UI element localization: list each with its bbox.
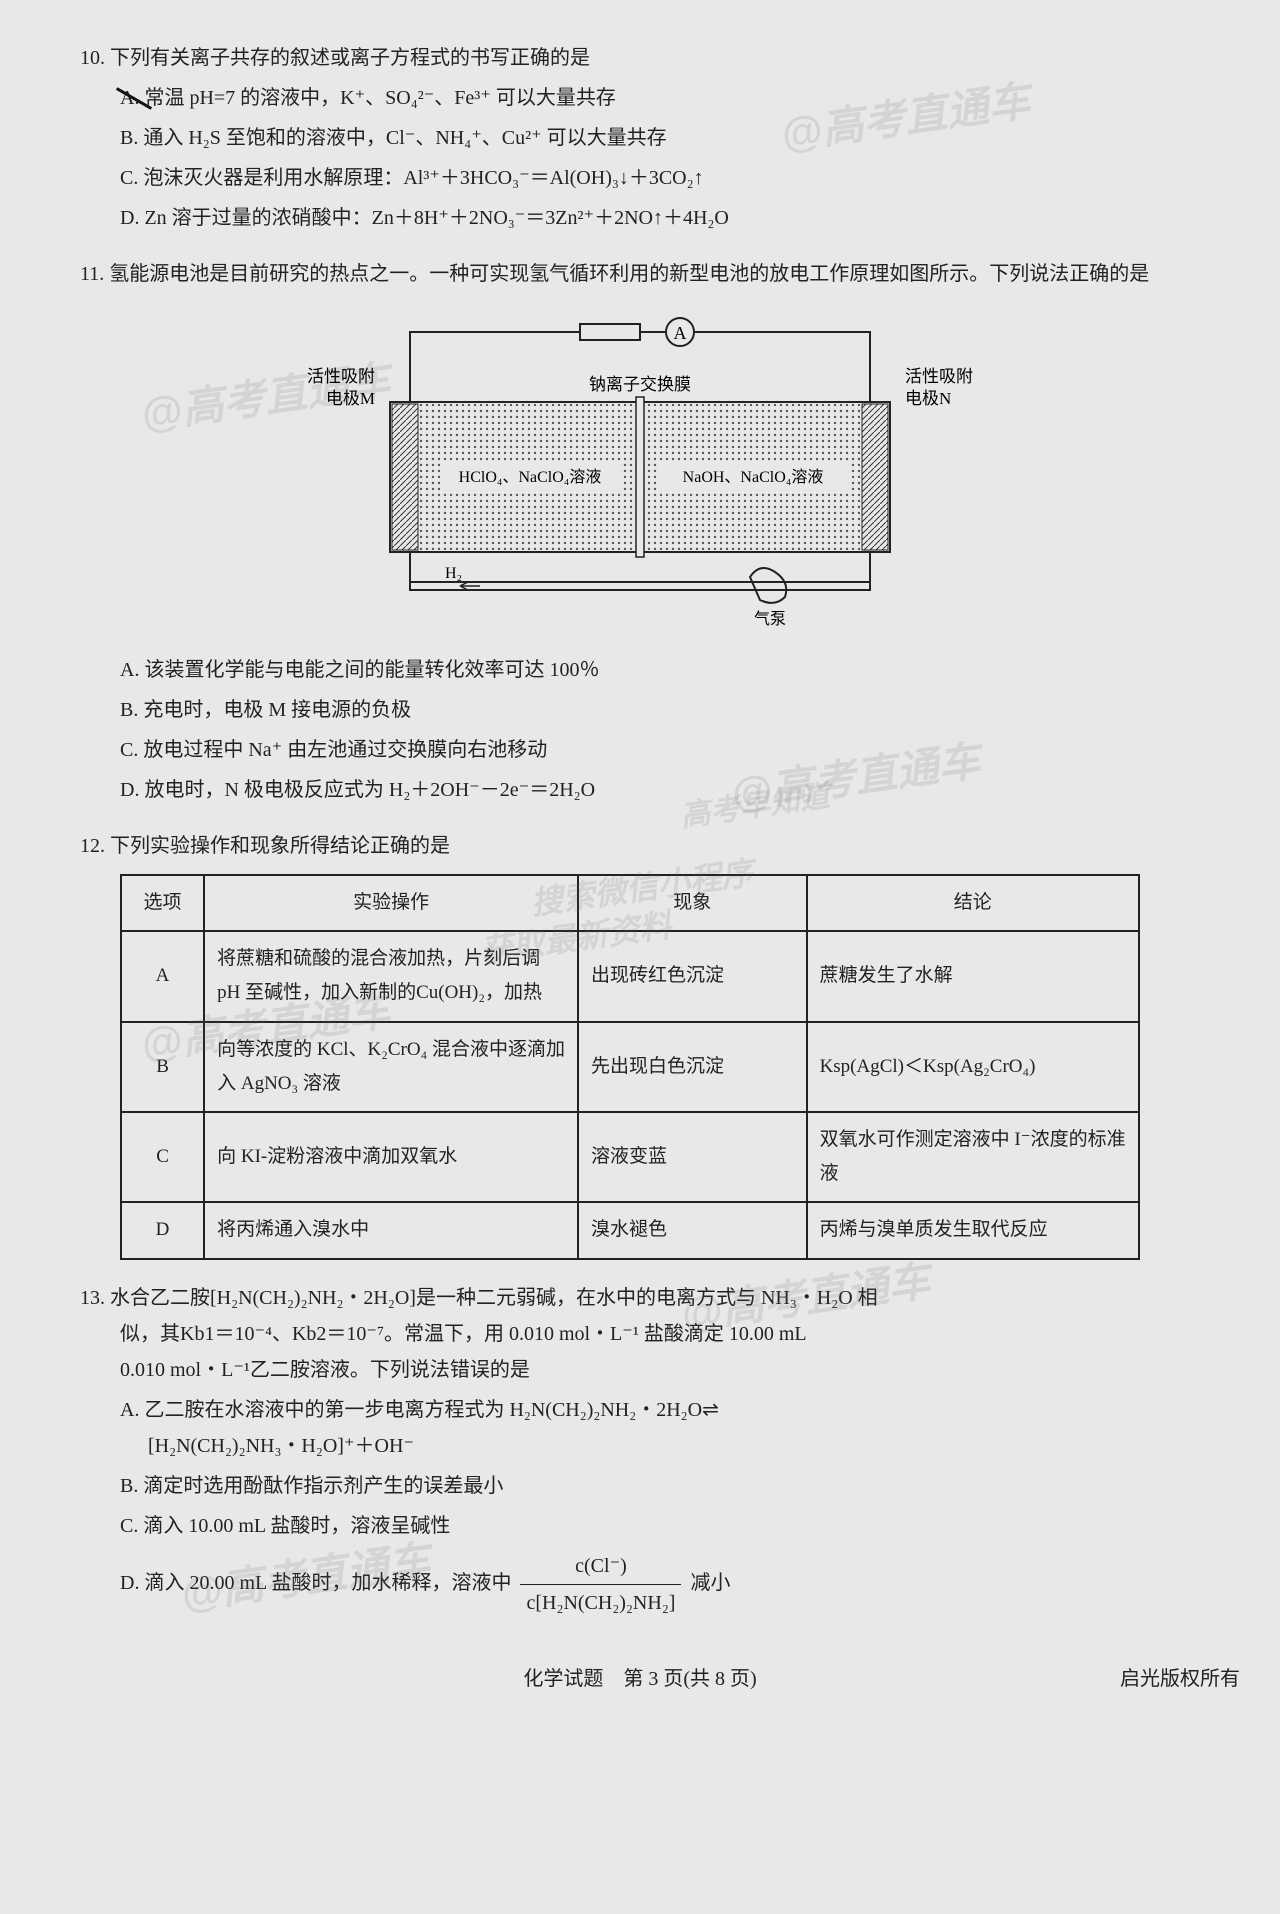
q13-option-A-line2: [H₂N(CH₂)₂NH₃・H₂O]⁺＋OH⁻ bbox=[148, 1428, 1200, 1464]
table-row: A 将蔗糖和硫酸的混合液加热，片刻后调 pH 至碱性，加入新制的Cu(OH)₂，… bbox=[121, 931, 1139, 1021]
q13-option-C: 滴入 10.00 mL 盐酸时，溶液呈碱性 bbox=[143, 1515, 450, 1537]
q12-row-B-opt: B bbox=[121, 1022, 204, 1112]
q12-row-C-op: 向 KI-淀粉溶液中滴加双氧水 bbox=[204, 1112, 578, 1202]
electrode-N-label-bot: 电极N bbox=[905, 389, 951, 408]
q13-option-B: 滴定时选用酚酞作指示剂产生的误差最小 bbox=[143, 1475, 503, 1497]
q11-text: 氢能源电池是目前研究的热点之一。一种可实现氢气循环利用的新型电池的放电工作原理如… bbox=[109, 263, 1149, 285]
question-10: 10. 下列有关离子共存的叙述或离子方程式的书写正确的是 A. 常温 pH=7 … bbox=[80, 40, 1200, 236]
question-12: 12. 下列实验操作和现象所得结论正确的是 选项 实验操作 现象 结论 A 将蔗… bbox=[80, 828, 1200, 1260]
q12-row-D-opt: D bbox=[121, 1202, 204, 1258]
q12-row-B-concl: Ksp(AgCl)＜Ksp(Ag₂CrO₄) bbox=[807, 1022, 1139, 1112]
table-row: C 向 KI-淀粉溶液中滴加双氧水 溶液变蓝 双氧水可作测定溶液中 I⁻浓度的标… bbox=[121, 1112, 1139, 1202]
q11-diagram: A 活性吸附 电极M 活性吸附 电极N 钠离子交换膜 bbox=[280, 312, 1000, 632]
electrode-M-label-bot: 电极M bbox=[326, 389, 375, 408]
q12-text: 下列实验操作和现象所得结论正确的是 bbox=[110, 835, 450, 857]
q11-option-A: 该装置化学能与电能之间的能量转化效率可达 100％ bbox=[144, 659, 599, 681]
q11-option-D: 放电时，N 极电极反应式为 H₂＋2OH⁻－2e⁻＝2H₂O bbox=[144, 779, 595, 801]
q13-text-line1: 水合乙二胺[H₂N(CH₂)₂NH₂・2H₂O]是一种二元弱碱，在水中的电离方式… bbox=[110, 1287, 878, 1309]
q11-option-B-label: B. bbox=[120, 699, 143, 721]
q10-text: 下列有关离子共存的叙述或离子方程式的书写正确的是 bbox=[110, 47, 590, 69]
q13-option-C-label: C. bbox=[120, 1515, 143, 1537]
page-footer: 化学试题 第 3 页(共 8 页) 启光版权所有 bbox=[80, 1661, 1200, 1697]
q12-row-A-op: 将蔗糖和硫酸的混合液加热，片刻后调 pH 至碱性，加入新制的Cu(OH)₂，加热 bbox=[204, 931, 578, 1021]
q12-header-3: 结论 bbox=[807, 875, 1139, 931]
q12-row-D-phen: 溴水褪色 bbox=[578, 1202, 807, 1258]
q13-fraction: c(Cl⁻) c[H₂N(CH₂)₂NH₂] bbox=[520, 1548, 681, 1621]
q12-row-A-concl: 蔗糖发生了水解 bbox=[807, 931, 1139, 1021]
q13-text-line3: 0.010 mol・L⁻¹乙二胺溶液。下列说法错误的是 bbox=[120, 1352, 1200, 1388]
q12-number: 12. bbox=[80, 835, 105, 857]
q10-option-C-label: C. bbox=[120, 167, 143, 189]
q12-row-A-phen: 出现砖红色沉淀 bbox=[578, 931, 807, 1021]
q13-text-line2: 似，其Kb1＝10⁻⁴、Kb2＝10⁻⁷。常温下，用 0.010 mol・L⁻¹… bbox=[120, 1316, 1200, 1352]
q12-table: 选项 实验操作 现象 结论 A 将蔗糖和硫酸的混合液加热，片刻后调 pH 至碱性… bbox=[120, 874, 1140, 1260]
q12-row-C-opt: C bbox=[121, 1112, 204, 1202]
q13-number: 13. bbox=[80, 1287, 105, 1309]
q13-option-D-label: D. bbox=[120, 1572, 144, 1594]
q12-row-A-opt: A bbox=[121, 931, 204, 1021]
footer-center: 化学试题 第 3 页(共 8 页) bbox=[523, 1668, 756, 1690]
q12-row-C-phen: 溶液变蓝 bbox=[578, 1112, 807, 1202]
q12-row-C-concl: 双氧水可作测定溶液中 I⁻浓度的标准液 bbox=[807, 1112, 1139, 1202]
q12-row-B-op: 向等浓度的 KCl、K₂CrO₄ 混合液中逐滴加入 AgNO₃ 溶液 bbox=[204, 1022, 578, 1112]
q10-number: 10. bbox=[80, 47, 105, 69]
q13-option-A-line1: 乙二胺在水溶液中的第一步电离方程式为 H₂N(CH₂)₂NH₂・2H₂O⇌ bbox=[144, 1399, 718, 1421]
q11-option-C: 放电过程中 Na⁺ 由左池通过交换膜向右池移动 bbox=[143, 739, 547, 761]
membrane-label: 钠离子交换膜 bbox=[589, 375, 691, 394]
q12-header-1: 实验操作 bbox=[204, 875, 578, 931]
q12-header-2: 现象 bbox=[578, 875, 807, 931]
q10-option-D-label: D. bbox=[120, 207, 144, 229]
q12-row-D-concl: 丙烯与溴单质发生取代反应 bbox=[807, 1202, 1139, 1258]
q11-option-B: 充电时，电极 M 接电源的负极 bbox=[143, 699, 411, 721]
table-row: D 将丙烯通入溴水中 溴水褪色 丙烯与溴单质发生取代反应 bbox=[121, 1202, 1139, 1258]
right-solution-label: NaOH、NaClO₄溶液 bbox=[683, 468, 824, 486]
ammeter-label: A bbox=[674, 323, 687, 343]
q13-option-B-label: B. bbox=[120, 1475, 143, 1497]
q13-option-D-prefix: 滴入 20.00 mL 盐酸时，加水稀释，溶液中 bbox=[144, 1572, 511, 1594]
q12-row-B-phen: 先出现白色沉淀 bbox=[578, 1022, 807, 1112]
left-solution-label: HClO₄、NaClO₄溶液 bbox=[459, 468, 602, 486]
h2-label: H₂ bbox=[445, 565, 462, 582]
q12-header-0: 选项 bbox=[121, 875, 204, 931]
q11-option-C-label: C. bbox=[120, 739, 143, 761]
q10-option-D: Zn 溶于过量的浓硝酸中：Zn＋8H⁺＋2NO₃⁻＝3Zn²⁺＋2NO↑＋4H₂… bbox=[144, 207, 728, 229]
question-13: 13. 水合乙二胺[H₂N(CH₂)₂NH₂・2H₂O]是一种二元弱碱，在水中的… bbox=[80, 1280, 1200, 1621]
q13-option-A-label: A. bbox=[120, 1399, 144, 1421]
q11-option-D-label: D. bbox=[120, 779, 144, 801]
q12-row-D-op: 将丙烯通入溴水中 bbox=[204, 1202, 578, 1258]
electrode-M-label-top: 活性吸附 bbox=[307, 367, 375, 386]
q10-option-B: 通入 H₂S 至饱和的溶液中，Cl⁻、NH₄⁺、Cu²⁺ 可以大量共存 bbox=[143, 127, 666, 149]
q13-option-D-suffix: 减小 bbox=[690, 1572, 730, 1594]
q13-frac-den: c[H₂N(CH₂)₂NH₂] bbox=[520, 1585, 681, 1621]
table-row: B 向等浓度的 KCl、K₂CrO₄ 混合液中逐滴加入 AgNO₃ 溶液 先出现… bbox=[121, 1022, 1139, 1112]
q13-frac-num: c(Cl⁻) bbox=[520, 1548, 681, 1585]
q11-option-A-label: A. bbox=[120, 659, 144, 681]
pump-label: 气泵 bbox=[754, 610, 786, 628]
q10-option-A-label: A. bbox=[120, 87, 144, 109]
q11-number: 11. bbox=[80, 263, 104, 285]
q10-option-B-label: B. bbox=[120, 127, 143, 149]
q10-option-C: 泡沫灭火器是利用水解原理：Al³⁺＋3HCO₃⁻＝Al(OH)₃↓＋3CO₂↑ bbox=[143, 167, 703, 189]
q10-option-A: 常温 pH=7 的溶液中，K⁺、SO₄²⁻、Fe³⁺ 可以大量共存 bbox=[144, 87, 615, 109]
footer-right: 启光版权所有 bbox=[1120, 1661, 1240, 1697]
electrode-N-label-top: 活性吸附 bbox=[905, 367, 973, 386]
question-11: 11. 氢能源电池是目前研究的热点之一。一种可实现氢气循环利用的新型电池的放电工… bbox=[80, 256, 1200, 808]
